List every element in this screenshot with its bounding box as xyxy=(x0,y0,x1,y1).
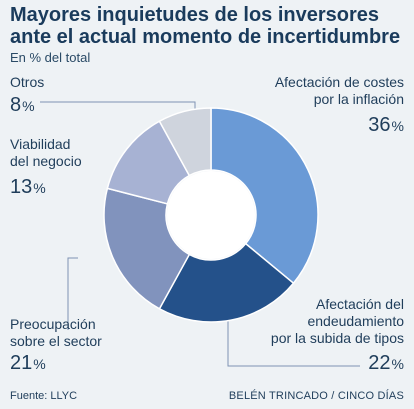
leader-endeudamiento xyxy=(227,320,360,367)
label-viabilidad-line2: del negocio xyxy=(10,153,82,169)
label-otros-line1: Otros xyxy=(10,74,45,90)
value-endeudamiento-unit: % xyxy=(391,356,404,372)
label-sector: Preocupación sobre el sector xyxy=(10,316,150,350)
value-inflacion-unit: % xyxy=(391,118,404,134)
label-endeudamiento-line2: endeudamiento xyxy=(307,313,404,329)
donut-hole xyxy=(167,171,255,259)
leader-sector xyxy=(67,257,78,330)
slice-otros xyxy=(158,107,212,177)
slice-sector xyxy=(103,187,191,310)
label-otros: Otros xyxy=(10,74,110,91)
value-otros-number: 8 xyxy=(10,94,22,116)
value-endeudamiento-number: 22 xyxy=(368,352,391,374)
value-viabilidad: 13% xyxy=(10,176,46,199)
value-sector: 21% xyxy=(10,352,46,375)
donut-slices xyxy=(103,107,319,323)
value-sector-unit: % xyxy=(33,356,46,372)
label-endeudamiento-line1: Afectación del xyxy=(316,296,404,312)
slice-endeudamiento xyxy=(158,242,295,323)
value-viabilidad-number: 13 xyxy=(10,176,33,198)
chart-subtitle: En % del total xyxy=(10,50,91,65)
source-note: Fuente: LLYC xyxy=(10,390,78,402)
label-inflacion-line2: por la inflación xyxy=(313,91,404,107)
slice-inflacion xyxy=(210,107,319,285)
label-endeudamiento-line3: por la subida de tipos xyxy=(270,330,404,346)
value-inflacion-number: 36 xyxy=(368,114,391,136)
leader-otros xyxy=(40,101,196,112)
label-viabilidad: Viabilidad del negocio xyxy=(10,136,150,170)
value-endeudamiento: 22% xyxy=(368,352,404,375)
label-inflacion-line1: Afectación de costes xyxy=(274,74,404,90)
value-inflacion: 36% xyxy=(368,114,404,137)
label-endeudamiento: Afectación del endeudamiento por la subi… xyxy=(252,296,404,347)
credit-note: BELÉN TRINCADO / CINCO DÍAS xyxy=(228,390,404,402)
value-sector-number: 21 xyxy=(10,352,33,374)
value-otros: 8% xyxy=(10,94,35,117)
label-viabilidad-line1: Viabilidad xyxy=(10,136,71,152)
label-inflacion: Afectación de costes por la inflación xyxy=(262,74,404,108)
chart-title: Mayores inquietudes de los inversores an… xyxy=(10,4,401,48)
label-sector-line1: Preocupación xyxy=(10,316,96,332)
label-sector-line2: sobre el sector xyxy=(10,333,102,349)
value-otros-unit: % xyxy=(22,98,35,114)
value-viabilidad-unit: % xyxy=(33,180,46,196)
